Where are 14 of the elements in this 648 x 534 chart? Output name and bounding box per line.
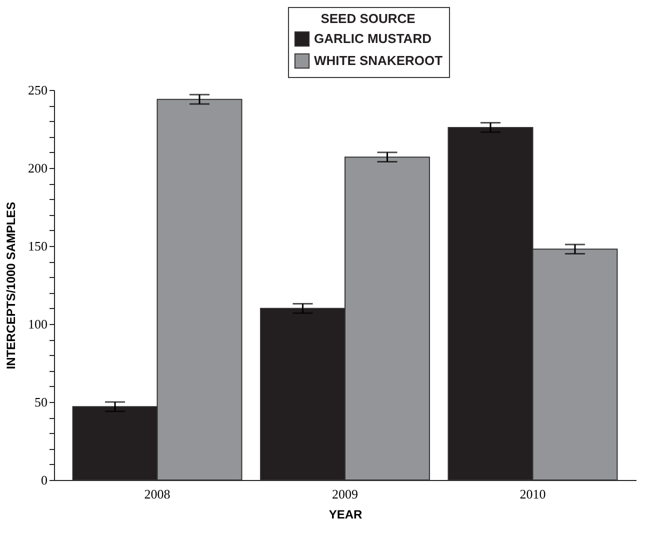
y-tick-label: 0 — [41, 472, 48, 488]
y-tick-label: 50 — [34, 394, 48, 410]
y-tick-label: 250 — [28, 82, 48, 98]
legend-label: GARLIC MUSTARD — [314, 31, 432, 46]
y-tick-label: 100 — [28, 316, 48, 332]
y-tick-label: 200 — [28, 160, 48, 176]
x-tick-label: 2009 — [332, 486, 358, 502]
legend-label: WHITE SNAKEROOT — [314, 53, 443, 68]
y-tick-label: 150 — [28, 238, 48, 254]
x-tick-label: 2008 — [144, 486, 170, 502]
x-tick-label: 2010 — [520, 486, 546, 502]
x-axis-title: YEAR — [328, 508, 362, 522]
y-axis-title: INTERCEPTS/1000 SAMPLES — [4, 202, 18, 370]
legend-title: SEED SOURCE — [320, 11, 416, 26]
